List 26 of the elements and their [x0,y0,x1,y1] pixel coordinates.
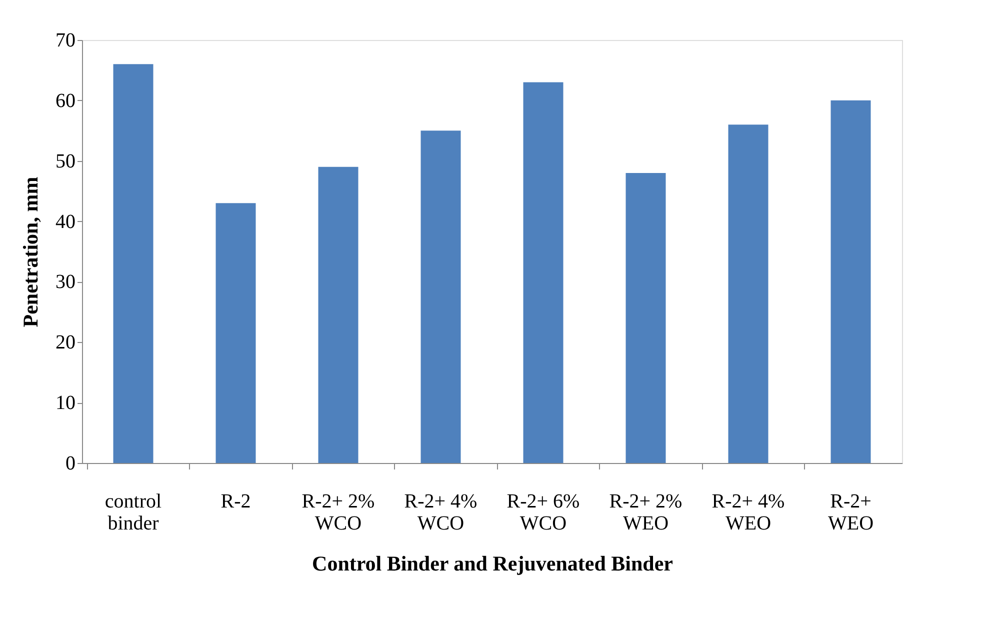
x-tick-label: R-2+ WEO [828,490,874,534]
y-axis-title: Penetration, mm [18,176,42,328]
y-tick-label: 60 [56,90,76,112]
y-tick-label: 20 [56,332,76,354]
bar [626,172,666,463]
y-tick-label: 70 [56,30,76,52]
bar [523,82,564,463]
x-axis-title: Control Binder and Rejuvenated Binder [312,552,673,576]
x-tick-label: R-2+ 4% WEO [712,490,785,534]
bar [216,203,256,463]
bar [318,166,358,463]
x-tick-label: R-2+ 4% WCO [404,490,478,534]
x-tick-label: R-2+ 2% WCO [302,490,375,534]
x-tick-label: R-2+ 6% WCO [506,490,580,534]
y-tick-label: 0 [66,452,76,474]
y-tick-label: 50 [56,150,76,172]
y-tick-label: 40 [56,210,76,233]
y-tick-label: 30 [56,271,76,294]
bar [420,130,461,463]
y-tick-label: 10 [56,392,76,414]
x-tick-label: control binder [104,490,162,534]
bar [728,124,768,463]
x-tick-label: R-2 [220,490,251,512]
x-tick-label: R-2+ 2% WEO [609,490,682,534]
bar [113,64,154,463]
bar [830,100,871,463]
